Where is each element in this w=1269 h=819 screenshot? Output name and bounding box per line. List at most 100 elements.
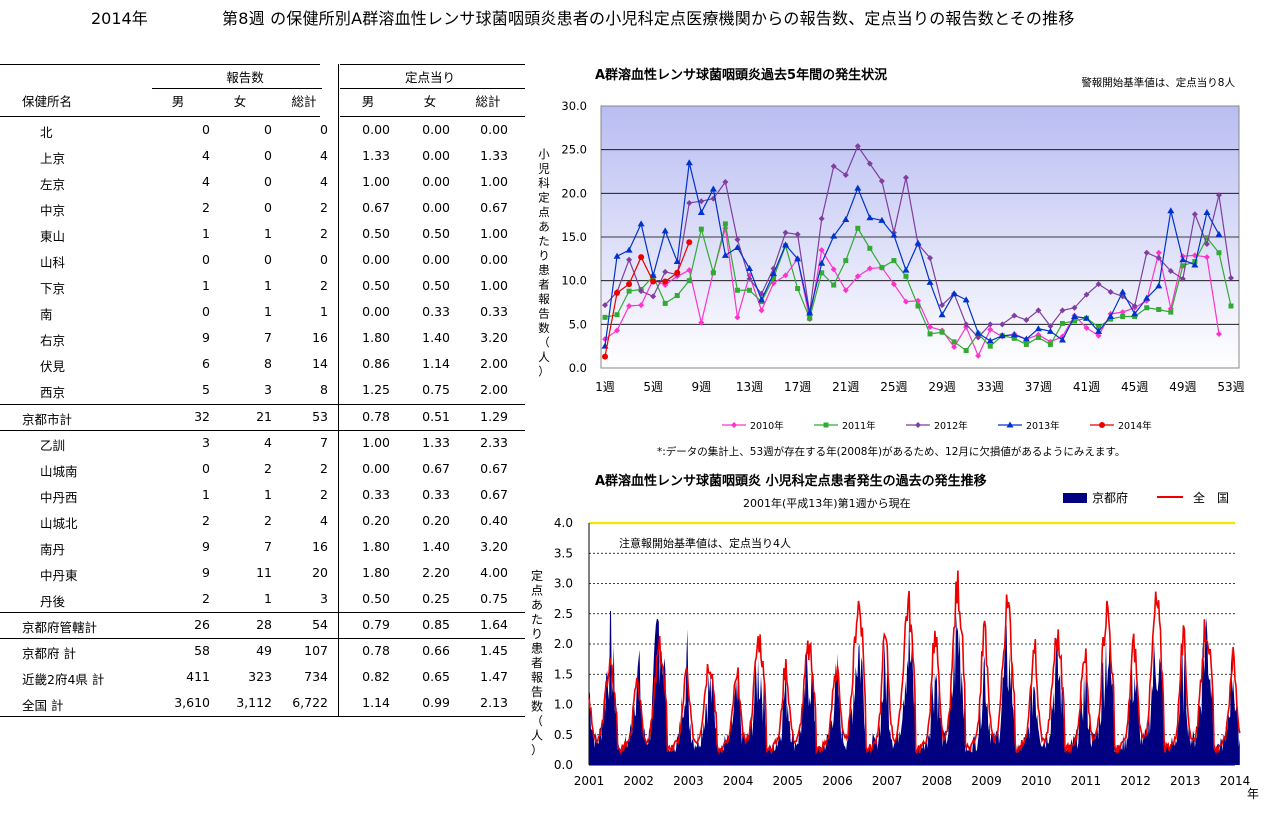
data-point: [902, 298, 909, 305]
data-point: [710, 270, 716, 276]
chart-title: A群溶血性レンサ球菌咽頭炎過去5年間の発生状況: [595, 67, 887, 83]
row-rule: [0, 403, 525, 405]
data-point: [650, 293, 657, 300]
x-tick-label: 53週: [1217, 380, 1244, 394]
cell-female: 49: [256, 642, 272, 658]
cell-female: 7: [264, 330, 272, 346]
cell-male: 58: [194, 642, 210, 658]
data-point: [951, 344, 958, 351]
data-point: [1011, 312, 1018, 319]
data-point: [842, 287, 849, 294]
col-header-per-male: 男: [361, 94, 375, 109]
report-table: 報告数 定点当り 保健所名 男 女 総計 男 女 総計 北 0 0 0 0.00 0.00…: [0, 64, 525, 718]
cell-per-male: 1.00: [362, 434, 390, 450]
y-axis-label-char: 児: [538, 162, 550, 176]
data-point: [939, 329, 945, 335]
data-point: [819, 270, 825, 276]
cell-total: 4: [320, 148, 328, 164]
y-tick-label: 15.0: [561, 230, 587, 244]
data-point: [1119, 288, 1127, 295]
cell-male: 26: [194, 616, 210, 632]
x-axis-unit: 年: [1247, 787, 1259, 801]
cell-female: 1: [264, 278, 272, 294]
data-point: [1215, 230, 1223, 237]
table-top-rule-right: [340, 64, 525, 65]
cell-total: 16: [312, 330, 328, 346]
cell-per-female: 0.00: [422, 200, 450, 216]
legend-swatch-area: [1063, 493, 1087, 503]
y-axis-label-char: り: [538, 249, 550, 263]
data-point: [758, 307, 765, 314]
y-axis-label-char: 患: [531, 642, 543, 656]
data-point: [854, 273, 861, 280]
cell-per-female: 0.99: [422, 695, 450, 711]
cell-per-total: 0.40: [480, 512, 508, 528]
data-point: [625, 246, 633, 253]
data-point: [1179, 256, 1187, 263]
cell-per-male: 0.33: [362, 486, 390, 502]
x-tick-label: 21週: [832, 380, 859, 394]
table-column-separator: [338, 64, 339, 717]
threshold-note: 注意報開始基準値は、定点当り4人: [619, 536, 791, 550]
cell-total: 2: [320, 278, 328, 294]
x-tick-label: 2007: [872, 774, 903, 788]
data-point: [1191, 261, 1199, 268]
data-point: [866, 265, 873, 272]
cell-per-female: 0.33: [422, 486, 450, 502]
data-point: [1168, 309, 1174, 315]
row-rule: [0, 611, 525, 613]
cell-female: 3: [264, 382, 272, 398]
table-row: 南 0 1 1 0.00 0.33 0.33: [0, 299, 525, 325]
data-point: [1203, 240, 1210, 247]
data-point: [602, 353, 608, 360]
table-row: 左京 4 0 4 1.00 0.00 1.00: [0, 169, 525, 195]
data-point: [879, 265, 885, 271]
cell-female: 3,112: [236, 695, 272, 711]
data-point: [962, 296, 970, 303]
col-header-per-total: 総計: [475, 94, 501, 109]
header-sub-rule-right: [340, 88, 525, 89]
page-header: 2014年 第8週 の保健所別A群溶血性レンサ球菌咽頭炎患者の小児科定点医療機関…: [0, 0, 1269, 30]
cell-name: 中京: [40, 203, 66, 219]
header-bottom-rule-left: [0, 116, 320, 117]
data-point: [686, 278, 692, 284]
data-point: [1023, 341, 1029, 347]
data-point: [1155, 249, 1162, 256]
y-axis-label-char: 報: [538, 292, 550, 306]
cell-per-female: 0.50: [422, 278, 450, 294]
data-point: [650, 278, 657, 285]
y-tick-label: 3.0: [554, 577, 573, 591]
cell-total: 54: [312, 616, 328, 632]
report-year: 2014年: [91, 9, 148, 28]
data-point: [927, 323, 934, 330]
data-point: [674, 293, 680, 299]
table-row: 京都府 計 58 49 107 0.78 0.66 1.45: [0, 638, 525, 664]
data-point: [685, 159, 693, 166]
cell-per-male: 1.25: [362, 382, 390, 398]
y-axis-label-char: ）: [538, 365, 550, 379]
data-point: [938, 311, 946, 318]
cell-per-female: 1.40: [422, 330, 450, 346]
x-tick-label: 2006: [822, 774, 853, 788]
data-point: [999, 321, 1006, 328]
data-point: [626, 281, 633, 288]
cell-per-total: 1.00: [480, 278, 508, 294]
data-point: [794, 231, 801, 238]
cell-female: 2: [264, 460, 272, 476]
cell-per-total: 2.00: [480, 356, 508, 372]
data-point: [661, 227, 669, 234]
data-point: [794, 255, 802, 262]
data-point: [638, 254, 645, 261]
data-point: [878, 216, 886, 223]
cell-per-male: 0.00: [362, 304, 390, 320]
cell-per-female: 0.66: [422, 642, 450, 658]
data-point: [1167, 268, 1174, 275]
header-bottom-rule-right: [340, 116, 525, 117]
cell-name: 乙訓: [40, 437, 66, 453]
data-point: [1107, 312, 1115, 319]
data-point: [1167, 207, 1175, 214]
data-point: [890, 281, 897, 288]
data-point: [771, 275, 777, 281]
legend-label: 2012年: [934, 420, 968, 432]
cell-female: 4: [264, 434, 272, 450]
